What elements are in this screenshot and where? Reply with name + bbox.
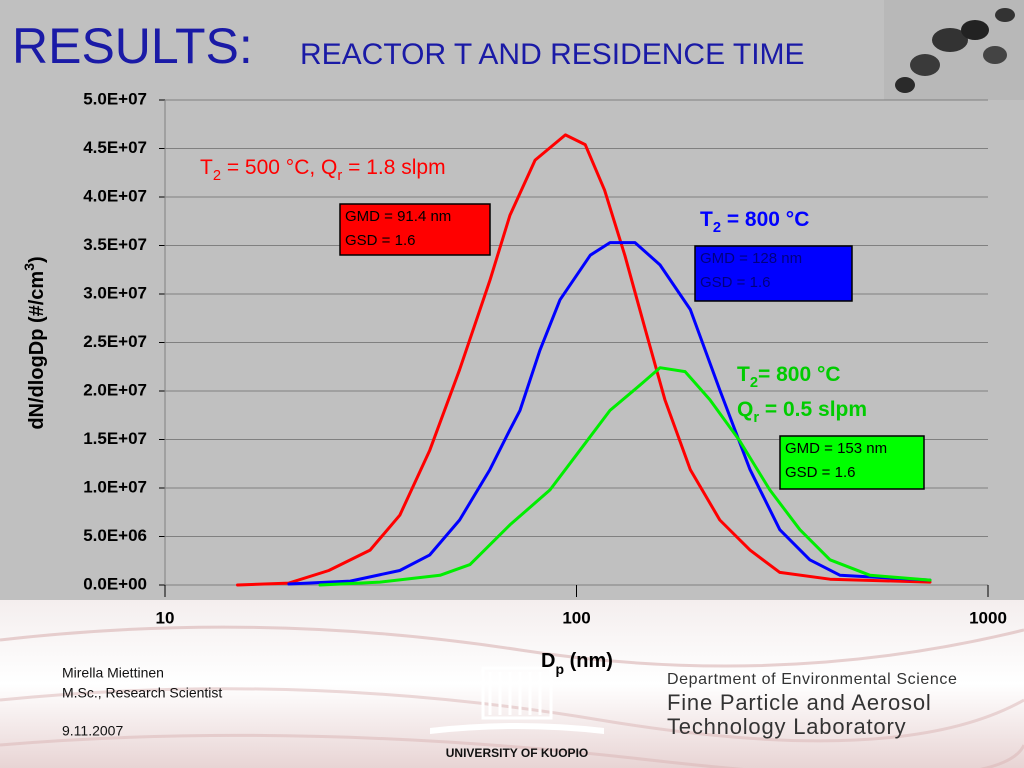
stat-box <box>694 245 853 302</box>
y-tick-label: 4.0E+07 <box>83 186 147 205</box>
series-line <box>318 366 932 587</box>
stat-box <box>339 203 491 256</box>
university-name: UNIVERSITY OF KUOPIO <box>446 746 588 760</box>
y-tick-label: 3.5E+07 <box>83 235 147 254</box>
author-position: M.Sc., Research Scientist <box>62 685 222 701</box>
annotation-part: = 1.8 slpm <box>342 156 445 179</box>
stat-box-text: GSD = 1.6 <box>345 232 415 249</box>
y-axis-label-part: 3 <box>21 263 37 271</box>
series-line <box>287 241 932 586</box>
stat-box-text: GSD = 1.6 <box>785 464 855 481</box>
annotation-part: r <box>337 168 342 184</box>
y-axis-label-part: dN/dlogDp (#/cm <box>26 271 48 430</box>
slide-subtitle: REACTOR T AND RESIDENCE TIME <box>300 38 805 71</box>
x-tick-label: 10 <box>156 608 175 627</box>
annotation: T2 = 500 °C, Qr = 1.8 slpm <box>200 156 446 184</box>
annotation-part: = 800 °C <box>721 208 809 231</box>
lab-line: Fine Particle and Aerosol <box>667 690 932 715</box>
stat-box-text: GMD = 91.4 nm <box>345 208 451 225</box>
series-line <box>236 133 932 587</box>
stat-box <box>779 435 925 490</box>
annotation-part: r <box>753 410 759 426</box>
tem-image <box>884 0 1024 100</box>
date: 9.11.2007 <box>62 723 123 739</box>
annotation-part: = 500 °C, Q <box>221 156 337 179</box>
annotation-part: T <box>700 208 713 231</box>
annotation-part: Q <box>737 398 753 421</box>
y-axis-label: dN/dlogDp (#/cm3) <box>21 256 49 429</box>
stat-box-text: GMD = 153 nm <box>785 440 887 457</box>
y-tick-label: 4.5E+07 <box>83 138 147 157</box>
annotation-part: 2 <box>750 375 758 391</box>
y-tick-label: 1.0E+07 <box>83 477 147 496</box>
x-axis-label-part: p <box>556 661 565 677</box>
y-tick-label: 5.0E+07 <box>83 89 147 108</box>
x-axis-label-part: (nm) <box>564 650 613 672</box>
stat-box-text: GMD = 128 nm <box>700 250 802 267</box>
university-logo <box>430 666 604 734</box>
annotation-part: 2 <box>713 220 721 236</box>
x-axis-label-part: D <box>541 650 555 672</box>
lab-line: Technology Laboratory <box>667 714 906 739</box>
footer-wave <box>0 733 1024 768</box>
footer-wave <box>0 687 1024 743</box>
x-tick-label: 100 <box>562 608 590 627</box>
footer-wave <box>0 625 1024 668</box>
stat-box-text: GSD = 1.6 <box>700 274 770 291</box>
annotation: T2 = 800 °C <box>700 208 809 236</box>
slide-background <box>0 0 1024 600</box>
y-tick-label: 1.5E+07 <box>83 429 147 448</box>
y-tick-label: 5.0E+06 <box>83 526 147 545</box>
x-tick-label: 1000 <box>969 608 1007 627</box>
annotation-part: 2 <box>213 168 221 184</box>
annotation: Qr = 0.5 slpm <box>737 398 867 426</box>
y-tick-label: 0.0E+00 <box>83 574 147 593</box>
annotation: T2= 800 °C <box>737 363 841 391</box>
annotation-part: = 800 °C <box>758 363 841 386</box>
y-tick-label: 2.0E+07 <box>83 380 147 399</box>
y-tick-label: 3.0E+07 <box>83 283 147 302</box>
y-tick-label: 2.5E+07 <box>83 332 147 351</box>
department: Department of Environmental Science <box>667 671 957 688</box>
annotation-part: T <box>200 156 213 179</box>
y-axis-label-part: ) <box>26 256 48 263</box>
slide-title: RESULTS: <box>12 18 253 74</box>
author-name: Mirella Miettinen <box>62 665 164 681</box>
annotation-part: T <box>737 363 750 386</box>
x-axis-label: Dp (nm) <box>541 650 613 676</box>
annotation-part: = 0.5 slpm <box>759 398 867 421</box>
